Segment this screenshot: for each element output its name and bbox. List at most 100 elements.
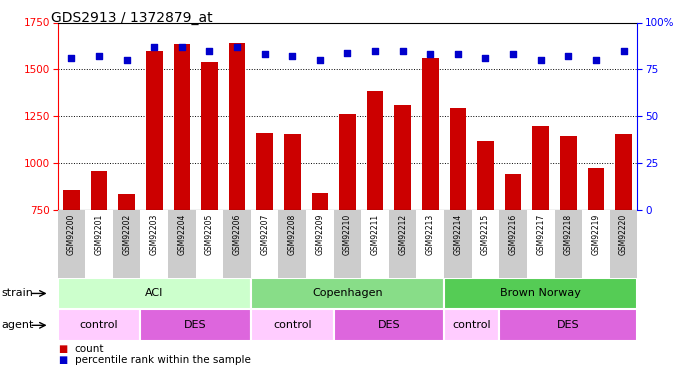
Text: control: control	[452, 320, 491, 330]
Text: percentile rank within the sample: percentile rank within the sample	[75, 355, 250, 365]
Text: GSM92201: GSM92201	[94, 213, 104, 255]
Text: DES: DES	[184, 320, 207, 330]
Text: GSM92220: GSM92220	[619, 213, 628, 255]
Bar	[610, 210, 637, 279]
Text: GSM92212: GSM92212	[398, 213, 407, 255]
Bar	[58, 278, 251, 309]
Text: GSM92211: GSM92211	[371, 213, 380, 255]
Bar	[140, 309, 251, 341]
Text: GSM92200: GSM92200	[67, 213, 76, 255]
Point	[591, 57, 601, 63]
Bar	[58, 309, 140, 341]
Bar	[499, 210, 527, 279]
Bar	[201, 62, 218, 210]
Bar	[389, 210, 416, 279]
Bar	[119, 194, 135, 210]
Bar	[477, 141, 494, 210]
Bar	[334, 309, 444, 341]
Point	[452, 51, 463, 57]
Bar	[251, 278, 444, 309]
Text: GSM92213: GSM92213	[426, 213, 435, 255]
Text: DES: DES	[557, 320, 580, 330]
Point	[66, 55, 77, 61]
Text: Brown Norway: Brown Norway	[500, 288, 581, 298]
Point	[535, 57, 546, 63]
Bar	[334, 210, 361, 279]
Point	[204, 48, 215, 54]
Bar	[168, 210, 196, 279]
Text: GSM92204: GSM92204	[178, 213, 186, 255]
Text: count: count	[75, 344, 104, 354]
Point	[259, 51, 270, 57]
Text: control: control	[273, 320, 312, 330]
Text: GSM92218: GSM92218	[564, 213, 573, 255]
Point	[121, 57, 132, 63]
Text: GSM92208: GSM92208	[287, 213, 297, 255]
Point	[232, 44, 243, 50]
Bar	[582, 210, 610, 279]
Point	[94, 53, 104, 59]
Bar	[312, 193, 328, 210]
Text: GSM92217: GSM92217	[536, 213, 545, 255]
Bar	[422, 58, 439, 210]
Bar	[444, 210, 472, 279]
Text: GSM92203: GSM92203	[150, 213, 159, 255]
Point	[176, 44, 187, 50]
Bar	[444, 309, 499, 341]
Bar	[499, 309, 637, 341]
Text: ■: ■	[58, 344, 67, 354]
Text: DES: DES	[378, 320, 400, 330]
Text: GSM92215: GSM92215	[481, 213, 490, 255]
Text: ACI: ACI	[145, 288, 163, 298]
Bar	[532, 126, 549, 210]
Bar	[615, 134, 632, 210]
Point	[315, 57, 325, 63]
Bar	[395, 105, 411, 210]
Bar	[306, 210, 334, 279]
Text: ■: ■	[58, 355, 67, 365]
Bar	[58, 210, 85, 279]
Bar	[196, 210, 223, 279]
Bar	[339, 114, 356, 210]
Bar	[223, 210, 251, 279]
Point	[397, 48, 408, 54]
Text: control: control	[80, 320, 119, 330]
Text: GSM92210: GSM92210	[343, 213, 352, 255]
Point	[618, 48, 629, 54]
Text: GSM92206: GSM92206	[233, 213, 241, 255]
Bar	[63, 190, 80, 210]
Text: GSM92219: GSM92219	[591, 213, 601, 255]
Bar	[251, 309, 334, 341]
Bar	[527, 210, 555, 279]
Bar	[416, 210, 444, 279]
Bar	[113, 210, 140, 279]
Bar	[560, 136, 576, 210]
Text: GSM92216: GSM92216	[508, 213, 517, 255]
Bar	[85, 210, 113, 279]
Bar	[279, 210, 306, 279]
Bar	[256, 133, 273, 210]
Point	[370, 48, 380, 54]
Point	[563, 53, 574, 59]
Text: GSM92214: GSM92214	[454, 213, 462, 255]
Text: GSM92207: GSM92207	[260, 213, 269, 255]
Bar	[284, 134, 300, 210]
Point	[148, 44, 159, 50]
Text: Copenhagen: Copenhagen	[312, 288, 383, 298]
Bar	[228, 43, 245, 210]
Bar	[146, 51, 163, 210]
Text: GSM92202: GSM92202	[122, 213, 131, 255]
Bar	[91, 171, 107, 210]
Text: GSM92209: GSM92209	[315, 213, 324, 255]
Bar	[588, 168, 604, 210]
Point	[480, 55, 491, 61]
Point	[425, 51, 436, 57]
Point	[342, 50, 353, 55]
Text: GDS2913 / 1372879_at: GDS2913 / 1372879_at	[51, 11, 212, 25]
Bar	[140, 210, 168, 279]
Text: GSM92205: GSM92205	[205, 213, 214, 255]
Bar	[251, 210, 279, 279]
Point	[287, 53, 298, 59]
Bar	[472, 210, 499, 279]
Bar	[450, 108, 466, 210]
